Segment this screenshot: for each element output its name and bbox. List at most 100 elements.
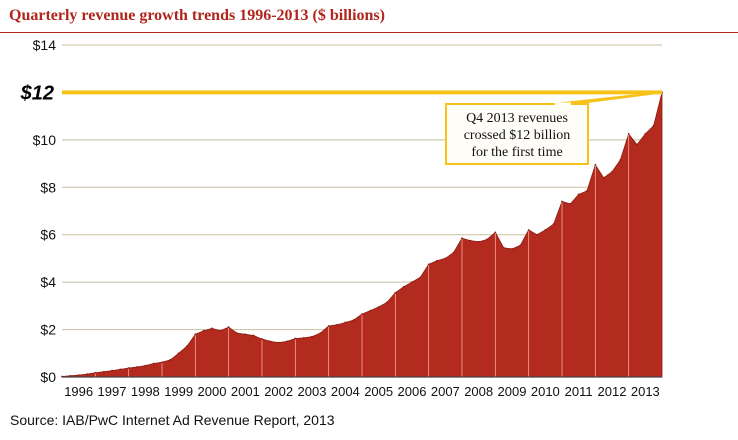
data-point (444, 257, 447, 260)
x-tick-label: 2005 (364, 384, 393, 399)
data-point (286, 340, 288, 343)
data-point (402, 285, 405, 288)
data-point (294, 337, 297, 340)
y-tick-label: $0 (40, 369, 56, 385)
data-point (211, 327, 213, 330)
x-tick-label: 2013 (631, 384, 660, 399)
data-point (219, 329, 222, 332)
x-tick-label: 2006 (398, 384, 427, 399)
data-point (269, 340, 272, 343)
source-note: Source: IAB/PwC Internet Ad Revenue Repo… (10, 412, 335, 428)
x-tick-label: 2002 (264, 384, 293, 399)
data-point (419, 276, 422, 279)
data-point (236, 332, 238, 335)
data-point (519, 244, 522, 247)
data-point (102, 370, 105, 373)
data-point (436, 259, 438, 262)
data-point (369, 309, 372, 312)
data-point (344, 321, 347, 324)
data-point (377, 306, 380, 308)
data-point (627, 133, 630, 135)
data-point (144, 364, 147, 367)
x-tick-label: 1996 (64, 384, 93, 399)
x-tick-label: 2000 (198, 384, 227, 399)
data-point (202, 329, 205, 332)
data-point (352, 319, 355, 321)
x-tick-label: 1999 (164, 384, 193, 399)
data-point (644, 133, 647, 135)
data-point (469, 239, 472, 242)
chart-title: Quarterly revenue growth trends 1996-201… (9, 7, 385, 24)
data-point (636, 143, 638, 146)
x-tick-label: 2010 (531, 384, 560, 399)
area-layer (61, 91, 663, 378)
data-point (311, 335, 313, 338)
annotation-callout: Q4 2013 revenues crossed $12 billion for t… (445, 91, 663, 165)
data-point (386, 301, 388, 304)
data-point (127, 367, 130, 369)
data-point (527, 229, 530, 231)
x-tick-label: 2003 (298, 384, 327, 399)
callout-text-line: crossed $12 billion (464, 128, 571, 143)
data-point (594, 163, 597, 166)
data-point (194, 333, 197, 336)
y-tick-label: $14 (33, 37, 57, 53)
y-tick-label: $10 (33, 132, 57, 148)
data-point (327, 325, 330, 327)
title-divider (0, 32, 738, 33)
data-point (86, 373, 88, 376)
y-tick-label: $2 (40, 322, 56, 338)
y-tick-label: $8 (40, 179, 56, 195)
x-tick-label: 1997 (98, 384, 127, 399)
data-point (111, 369, 113, 372)
data-point (169, 359, 172, 361)
data-point (502, 246, 505, 249)
data-point (152, 362, 155, 365)
data-point (452, 251, 455, 254)
data-point (177, 352, 180, 355)
data-point (536, 233, 538, 236)
data-point (394, 291, 397, 294)
data-point (494, 231, 497, 234)
x-tick-label: 2007 (431, 384, 460, 399)
data-point (252, 334, 255, 337)
data-point (336, 323, 338, 326)
x-tick-label: 2009 (498, 384, 527, 399)
data-point (569, 202, 572, 205)
data-point (77, 374, 80, 377)
data-point (94, 371, 97, 374)
data-point (461, 237, 463, 240)
data-point (586, 189, 588, 192)
data-point (361, 313, 363, 316)
data-point (619, 159, 622, 161)
data-point (277, 341, 280, 344)
data-point (552, 223, 555, 225)
revenue-area (61, 92, 663, 378)
highlight-layer: $12 (20, 82, 662, 104)
x-tick-label: 2001 (231, 384, 260, 399)
data-point (427, 263, 430, 266)
y-tick-label: $4 (40, 274, 56, 290)
highlight-label: $12 (20, 82, 54, 104)
data-point (611, 170, 613, 173)
data-point (511, 248, 513, 250)
data-point (602, 176, 605, 179)
data-point (302, 336, 305, 339)
callout-box (445, 103, 589, 165)
data-point (136, 366, 138, 368)
data-point (244, 333, 247, 336)
data-point (161, 361, 163, 364)
x-tick-label: 1998 (131, 384, 160, 399)
data-point (69, 374, 72, 377)
data-point (319, 332, 322, 335)
callout-text-line: for the first time (471, 145, 562, 160)
x-tick-label: 2004 (331, 384, 360, 399)
data-point (119, 368, 122, 371)
data-point (486, 238, 488, 241)
data-point (186, 345, 188, 348)
data-point (261, 338, 263, 340)
callout-text-line: Q4 2013 revenues (466, 111, 568, 126)
y-tick-label: $6 (40, 227, 56, 243)
axis-layer: $0 $2 $4 $6 $8 $10 $14 1996 1997 1998 1999 2000 2001… (33, 37, 662, 399)
